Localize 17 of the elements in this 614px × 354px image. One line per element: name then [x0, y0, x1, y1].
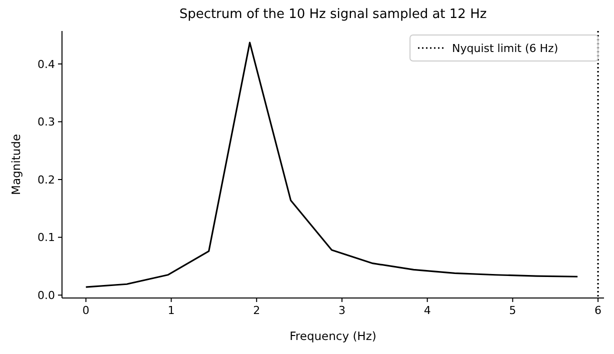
- x-axis-title: Frequency (Hz): [290, 329, 376, 343]
- y-tick-label: 0.2: [38, 173, 55, 186]
- x-tick-label: 0: [82, 304, 90, 317]
- line-series: [85, 42, 578, 288]
- y-axis-title: Magnitude: [9, 134, 23, 195]
- x-tick-label: 1: [168, 304, 175, 317]
- x-tick-label: 2: [253, 304, 260, 317]
- x-tick-label: 4: [424, 304, 431, 317]
- y-tick-label: 0.3: [38, 116, 55, 129]
- y-tick-label: 0.4: [38, 58, 55, 71]
- chart-title: Spectrum of the 10 Hz signal sampled at 12 Hz: [179, 7, 487, 22]
- ref-line-label: Nyquist limit (6 Hz): [452, 42, 558, 55]
- x-tick-label: 6: [594, 304, 602, 317]
- y-tick-label: 0.0: [38, 288, 55, 302]
- y-tick-label: 0.1: [38, 231, 55, 244]
- x-tick-label: 3: [338, 304, 346, 317]
- x-tick-label: 5: [509, 304, 516, 317]
